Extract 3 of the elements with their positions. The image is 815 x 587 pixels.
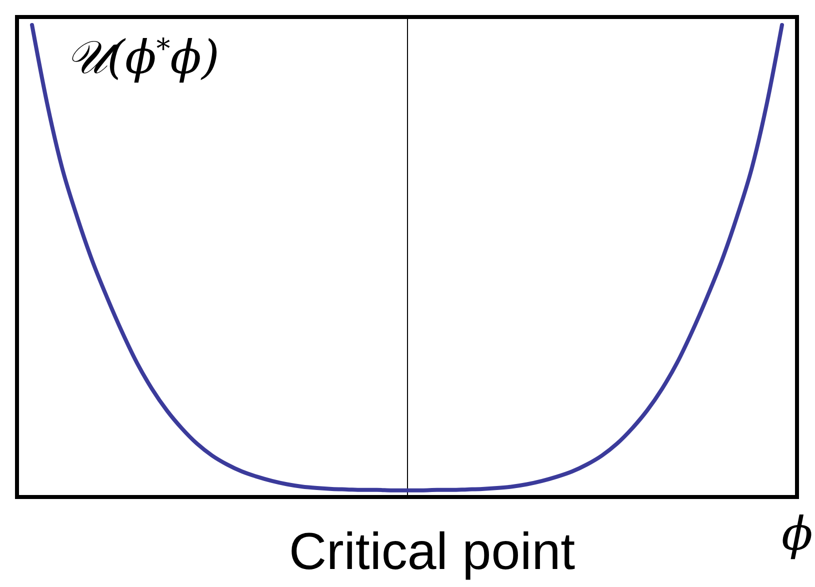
x-axis-title: ϕ: [782, 506, 813, 560]
y-axis-title: 𝒰(ϕ$^{*}$ϕ): [66, 30, 220, 86]
text: Critical point: [288, 523, 576, 581]
